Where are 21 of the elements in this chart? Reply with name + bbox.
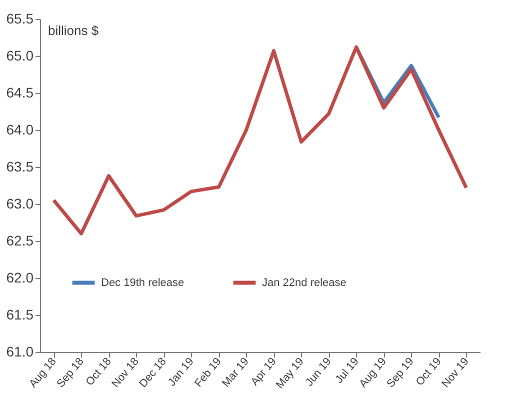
x-tick-label: Jul 19 — [333, 356, 362, 386]
annotation: billions $ — [48, 23, 100, 38]
legend-label: Dec 19th release — [101, 276, 184, 289]
y-tick-label: 62.5 — [6, 232, 34, 248]
line-series — [52, 45, 468, 236]
x-tick-label: Sep 18 — [54, 356, 86, 390]
x-tick-label: Dec 18 — [137, 356, 169, 390]
y-tick-label: 65.5 — [6, 10, 34, 26]
x-tick-label: Mar 19 — [220, 356, 252, 390]
y-tick-label: 64.5 — [6, 84, 34, 100]
y-tick-label: 61.5 — [6, 306, 34, 322]
y-tick-label: 62.0 — [6, 270, 34, 286]
legend-label: Jan 22nd release — [262, 276, 346, 289]
y-tick-label: 65.0 — [6, 48, 34, 64]
y-tick-label: 61.0 — [6, 344, 34, 360]
x-tick-label: Nov 19 — [440, 356, 472, 390]
y-tick-label: 63.5 — [6, 158, 34, 174]
y-tick-label: 63.0 — [6, 196, 34, 212]
y-tick-label: 64.0 — [6, 122, 34, 138]
x-tick-label: Jun 19 — [303, 356, 334, 389]
x-tick-label: Sep 19 — [384, 356, 416, 390]
